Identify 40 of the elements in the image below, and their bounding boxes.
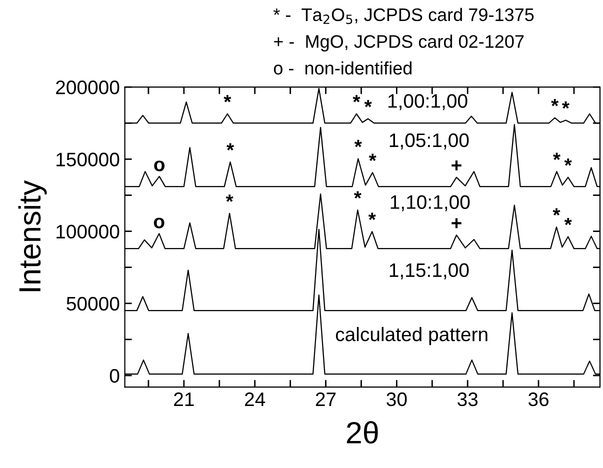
annotation: *	[552, 152, 560, 160]
text: o - non-identified	[274, 61, 412, 75]
text: * - Ta$_{2}$O$_{5}$, JCPDS card 79-1375	[273, 8, 534, 24]
text: + - MgO, JCPDS card 02-1207	[274, 34, 524, 52]
annotation: *	[564, 158, 572, 166]
annotation: *	[564, 218, 572, 226]
annotation: *	[364, 100, 372, 108]
annotation: +	[452, 218, 462, 228]
y-tick-label: 50000	[66, 296, 120, 311]
y-tick-label: 100000	[56, 224, 120, 239]
annotation: o	[154, 218, 164, 228]
annotation: *	[352, 95, 360, 102]
annotation: +	[452, 160, 462, 170]
annotation: *	[551, 98, 559, 106]
x-tick-label: 24	[245, 392, 266, 406]
annotation: 1,15:1,00	[390, 263, 469, 280]
annotation: *	[368, 154, 376, 162]
y-axis-title: Intensity	[18, 180, 47, 292]
annotation: *	[354, 140, 362, 148]
x-tick-label: 33	[458, 392, 478, 406]
x-tick-label: 27	[316, 392, 336, 406]
y-tick-label: 0	[110, 368, 120, 383]
annotation: *	[354, 191, 362, 199]
annotation: *	[224, 95, 232, 102]
x-tick-label: 30	[386, 392, 407, 406]
x-tick-label: 21	[174, 392, 194, 406]
annotation: o	[154, 160, 165, 172]
annotation: *	[552, 208, 560, 216]
annotation: *	[226, 194, 234, 202]
annotation: calculated pattern	[336, 326, 488, 346]
annotation: *	[226, 143, 234, 150]
annotation: *	[562, 101, 570, 109]
y-tick-label: 200000	[56, 80, 120, 94]
annotation: 1,00:1,00	[388, 94, 468, 110]
y-tick-label: 150000	[56, 152, 120, 166]
x-tick-label: 36	[528, 392, 548, 406]
x-axis-title: 2θ	[346, 421, 378, 444]
annotation: *	[368, 212, 376, 220]
annotation: 1,10:1,00	[390, 195, 470, 212]
annotation: 1,05:1,00	[390, 133, 469, 150]
